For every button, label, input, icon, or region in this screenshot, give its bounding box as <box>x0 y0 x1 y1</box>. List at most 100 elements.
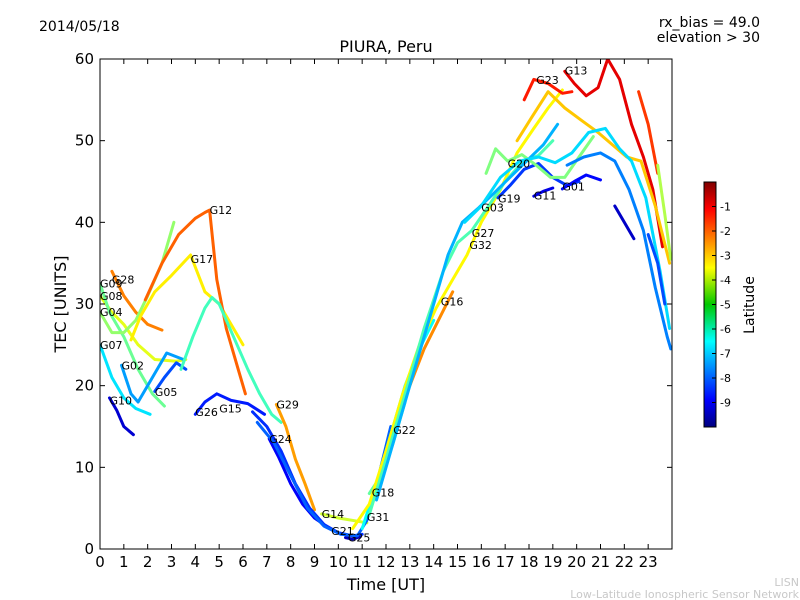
series-label-g23: G23 <box>536 74 559 87</box>
colorbar-tick-label: -5 <box>720 299 731 312</box>
x-tick-label: 15 <box>448 553 467 571</box>
x-tick-label: 2 <box>143 553 153 571</box>
series-line-g15 <box>179 296 283 424</box>
series-label-g32: G32 <box>469 239 492 252</box>
x-tick-label: 4 <box>191 553 201 571</box>
colorbar-tick-label: -1 <box>720 201 731 214</box>
series-label-g11: G11 <box>534 189 557 202</box>
series-line-g07 <box>100 343 152 416</box>
x-tick-label: 12 <box>376 553 395 571</box>
series-line-gx7 <box>656 163 672 261</box>
series-label-g20: G20 <box>508 158 531 171</box>
series-line-g12 <box>143 208 247 396</box>
series-line-g20 <box>484 135 595 179</box>
x-tick-label: 19 <box>543 553 562 571</box>
series-label-g02: G02 <box>122 359 145 372</box>
series-line-g10 <box>108 396 135 437</box>
series-label-g05: G05 <box>155 386 178 399</box>
series-line-g23 <box>522 77 574 102</box>
series-label-g29: G29 <box>276 399 299 412</box>
x-tick-label: 1 <box>119 553 129 571</box>
y-tick-label: 40 <box>75 213 94 231</box>
series-label-g12: G12 <box>210 204 233 217</box>
y-tick-label: 10 <box>75 458 94 476</box>
series-label-g27: G27 <box>472 227 495 240</box>
series-label-g07: G07 <box>100 339 123 352</box>
y-axis-label: TEC [UNITS] <box>51 256 70 354</box>
series-label-g22: G22 <box>393 424 416 437</box>
colorbar-tick-label: -9 <box>720 397 731 410</box>
series-label-g10: G10 <box>110 394 133 407</box>
series-label-g04: G04 <box>100 306 123 319</box>
series-label-g16: G16 <box>441 296 464 309</box>
series-line-g17 <box>129 253 245 347</box>
series-line-g29 <box>274 403 316 512</box>
series-line-g01 <box>560 173 602 191</box>
series-label-g28: G28 <box>112 274 135 287</box>
x-tick-label: 8 <box>286 553 296 571</box>
chart-title: PIURA, Peru <box>339 37 432 56</box>
series-label-g31: G31 <box>367 511 390 524</box>
x-tick-label: 3 <box>167 553 177 571</box>
watermark-title: LISN <box>774 576 799 589</box>
series-line-gx3 <box>565 151 672 351</box>
series-line-g26 <box>193 392 266 416</box>
y-tick-label: 20 <box>75 377 94 395</box>
elevation-label: elevation > 30 <box>657 30 760 46</box>
series-label-g09: G09 <box>100 278 123 291</box>
x-tick-label: 21 <box>591 553 610 571</box>
series-line-g09 <box>100 282 166 408</box>
x-tick-label: 22 <box>615 553 634 571</box>
colorbar-ticks: -1 -2 -3 -4 -5 -6 -7 -8 -9 <box>712 201 731 410</box>
x-tick-label: 7 <box>262 553 272 571</box>
series-label-g01: G01 <box>562 180 585 193</box>
x-tick-label: 17 <box>496 553 515 571</box>
colorbar-tick-label: -4 <box>720 274 731 287</box>
y-tick-label: 50 <box>75 132 94 150</box>
series-line-gx6 <box>637 90 660 175</box>
x-tick-label: 11 <box>353 553 372 571</box>
series-line-g14 <box>320 512 369 525</box>
rx-bias-label: rx_bias = 49.0 <box>659 15 760 31</box>
y-tick-label: 30 <box>75 295 94 313</box>
x-axis-label: Time [UT] <box>346 575 425 594</box>
colorbar-label: Latitude <box>742 276 758 334</box>
series-line-gx4 <box>613 204 636 241</box>
series-label-g03: G03 <box>481 202 504 215</box>
series-label-g13: G13 <box>565 64 588 77</box>
x-tick-label: 16 <box>472 553 491 571</box>
series-line-gx1 <box>515 90 672 265</box>
x-tick-label: 9 <box>310 553 320 571</box>
series-line-g02 <box>120 351 185 404</box>
series-label-g08: G08 <box>100 290 123 303</box>
series-line-gx5 <box>646 233 667 306</box>
colorbar-tick-label: -6 <box>720 323 731 336</box>
y-tick-label: 0 <box>84 540 94 558</box>
plot-area <box>100 59 672 549</box>
series-line-g13 <box>563 59 664 249</box>
series-label-g15: G15 <box>219 403 242 416</box>
series-line-g32 <box>351 88 564 531</box>
x-tick-label: 13 <box>400 553 419 571</box>
x-tick-label: 20 <box>567 553 586 571</box>
series-layer <box>100 59 672 541</box>
series-line-g25 <box>344 535 362 541</box>
x-tick-label: 0 <box>95 553 105 571</box>
series-label-g17: G17 <box>191 253 214 266</box>
series-line-g11 <box>532 186 555 198</box>
colorbar-tick-label: -2 <box>720 225 731 238</box>
series-line-g28 <box>110 269 164 332</box>
colorbar-tick-label: -8 <box>720 372 731 385</box>
date-label: 2014/05/18 <box>39 19 120 35</box>
series-line-g16 <box>408 290 455 388</box>
series-label-g18: G18 <box>372 487 395 500</box>
series-label-g21: G21 <box>331 525 354 538</box>
series-label-g14: G14 <box>322 508 345 521</box>
y-tick-label: 60 <box>75 50 94 68</box>
x-tick-label: 5 <box>214 553 224 571</box>
x-tick-label: 14 <box>424 553 443 571</box>
x-tick-label: 10 <box>329 553 348 571</box>
x-tick-label: 23 <box>639 553 658 571</box>
